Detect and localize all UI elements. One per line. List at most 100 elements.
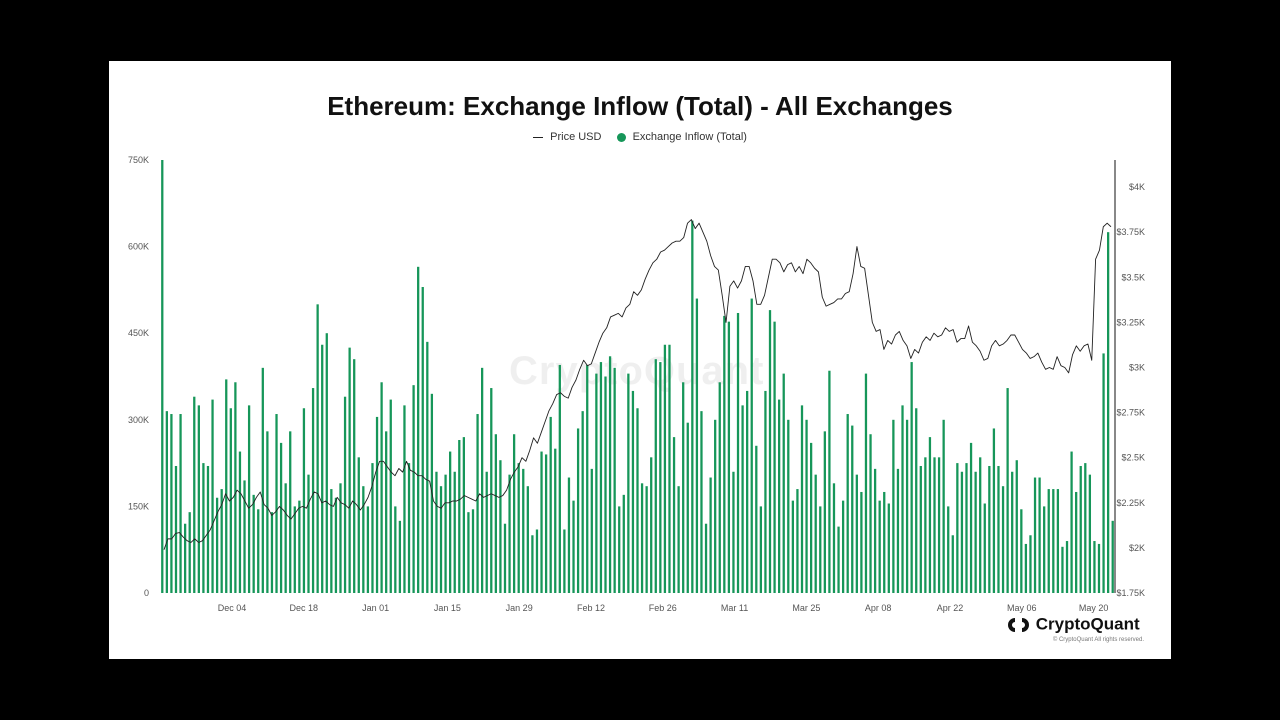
inflow-bar <box>375 416 379 593</box>
inflow-bar <box>915 408 918 593</box>
inflow-bar <box>768 310 772 593</box>
inflow-bar <box>974 471 977 593</box>
inflow-bar <box>1043 506 1046 593</box>
right-axis-tick-label: $3.75K <box>1116 227 1145 237</box>
inflow-bar <box>512 434 516 593</box>
inflow-bar <box>983 503 986 593</box>
inflow-bar <box>823 431 826 593</box>
inflow-bar <box>668 344 671 593</box>
inflow-bar <box>339 483 342 593</box>
inflow-bar <box>576 428 580 593</box>
x-axis-tick-label: Feb 26 <box>649 603 677 613</box>
copyright-text: © CryptoQuant All rights reserved. <box>1052 637 1144 643</box>
inflow-bar <box>476 414 479 593</box>
x-axis-tick-label: May 20 <box>1079 603 1109 613</box>
inflow-bar <box>682 382 685 593</box>
inflow-bar <box>613 367 616 593</box>
inflow-bar <box>718 382 721 593</box>
inflow-bar <box>508 474 511 593</box>
inflow-bar <box>257 509 260 593</box>
inflow-bar <box>741 405 744 593</box>
inflow-bar <box>947 506 950 593</box>
legend-item-inflow[interactable]: Exchange Inflow (Total) <box>616 131 747 143</box>
inflow-bar <box>942 419 945 593</box>
right-axis-tick-label: $3.25K <box>1116 317 1145 327</box>
inflow-bar <box>572 500 575 593</box>
inflow-bar <box>234 382 237 593</box>
inflow-bar <box>193 396 196 593</box>
inflow-bar <box>727 321 731 593</box>
inflow-bar <box>714 419 717 593</box>
inflow-bar <box>805 419 808 593</box>
inflow-bar <box>764 390 767 593</box>
inflow-bar <box>631 390 635 593</box>
inflow-bar <box>298 500 301 593</box>
inflow-bar <box>435 471 438 593</box>
inflow-bar <box>398 520 402 593</box>
inflow-bar <box>736 312 740 593</box>
inflow-bar <box>211 399 214 593</box>
inflow-bar <box>759 506 763 593</box>
left-axis-tick-label: 0 <box>144 588 149 598</box>
right-axis-tick-label: $4K <box>1129 182 1145 192</box>
inflow-bar <box>691 220 694 593</box>
inflow-bar <box>1047 489 1050 593</box>
inflow-bar <box>485 471 488 593</box>
inflow-bar <box>1001 486 1005 593</box>
inflow-bar <box>517 463 520 593</box>
brand-name: CryptoQuant <box>1035 614 1140 634</box>
inflow-bar <box>353 359 356 593</box>
inflow-bar <box>924 457 927 593</box>
inflow-bar <box>773 321 776 593</box>
inflow-bar <box>558 364 561 593</box>
inflow-bar <box>261 367 264 593</box>
inflow-bar <box>645 486 648 593</box>
inflow-bar <box>293 506 296 593</box>
inflow-bar <box>937 457 941 593</box>
inflow-bar <box>302 408 306 593</box>
inflow-bar <box>371 463 374 593</box>
inflow-bar <box>348 347 351 593</box>
inflow-bar <box>846 414 849 593</box>
legend-line-swatch-icon <box>533 136 544 138</box>
inflow-bar <box>238 451 242 593</box>
inflow-bar <box>672 437 676 593</box>
inflow-bar <box>599 362 603 593</box>
inflow-bar <box>330 489 333 593</box>
inflow-bar <box>896 468 900 593</box>
inflow-bar <box>1107 232 1110 594</box>
inflow-bar <box>654 359 657 593</box>
inflow-bar <box>1093 541 1096 593</box>
inflow-bar <box>1006 388 1009 593</box>
inflow-bar <box>787 419 790 593</box>
right-axis-tick-label: $1.75K <box>1116 588 1145 598</box>
x-axis-tick-label: Jan 29 <box>506 603 533 613</box>
left-axis-tick-label: 750K <box>128 155 149 165</box>
x-axis-tick-label: Mar 11 <box>721 603 748 613</box>
inflow-bar <box>864 373 868 593</box>
inflow-bar <box>828 370 831 593</box>
legend-item-price[interactable]: Price USD <box>533 131 601 143</box>
inflow-bar <box>225 379 228 593</box>
inflow-bar <box>965 463 968 593</box>
chart-title: Ethereum: Exchange Inflow (Total) - All … <box>327 91 953 121</box>
inflow-bar <box>544 454 548 593</box>
inflow-bar <box>215 497 219 593</box>
inflow-bar <box>321 344 324 593</box>
inflow-bar <box>1038 477 1041 593</box>
brand-logo: CryptoQuant <box>1007 614 1140 636</box>
inflow-bar <box>750 298 753 593</box>
left-axis-tick-label: 450K <box>128 328 149 338</box>
cryptoquant-logo-icon <box>1008 617 1029 632</box>
inflow-bar <box>449 451 452 593</box>
inflow-bar <box>366 506 370 593</box>
inflow-bar <box>1061 546 1064 593</box>
inflow-bar <box>919 465 922 593</box>
inflow-bar <box>1097 543 1101 593</box>
inflow-bar <box>334 497 338 593</box>
inflow-bar <box>969 442 973 593</box>
right-axis-tick-label: $3.5K <box>1121 272 1145 282</box>
inflow-bar <box>663 344 667 593</box>
inflow-bar <box>499 460 502 593</box>
inflow-bar <box>590 468 593 593</box>
